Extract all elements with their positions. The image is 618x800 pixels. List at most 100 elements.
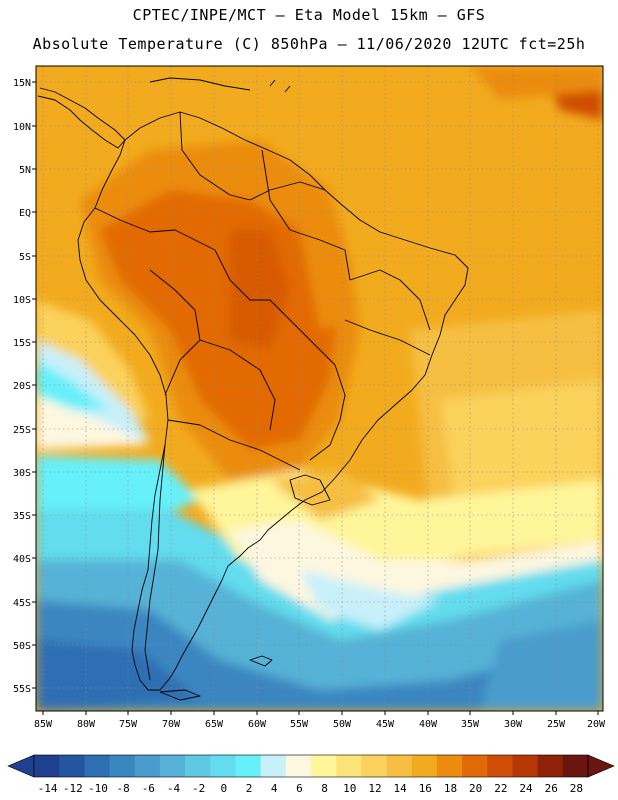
lon-label: 70W — [162, 719, 181, 730]
lat-label: 10S — [13, 295, 31, 306]
colorbar-swatch — [537, 755, 564, 777]
central-america-coast — [37, 87, 126, 149]
latitude-labels: 15N 10N 5N EQ 5S 10S 15S 20S 25S 30S 35S… — [13, 78, 31, 695]
lon-label: 35W — [461, 719, 480, 730]
colorbar-swatch — [260, 755, 287, 777]
lat-label: 10N — [13, 122, 31, 133]
lat-label: 25S — [13, 425, 31, 436]
lon-label: 65W — [205, 719, 224, 730]
colorbar-labels: -14 -12 -10 -8 -6 -4 -2 0 2 4 6 8 10 12 14 16 18 20 22 24 26… — [0, 782, 618, 798]
colorbar-label: 8 — [321, 782, 328, 795]
border-argentina-north — [167, 419, 301, 471]
lat-label: 40S — [13, 554, 31, 565]
longitude-labels: 85W 80W 75W 70W 65W 60W 55W 50W 45W 40W … — [34, 719, 606, 730]
brazil-state-lines-north — [261, 149, 351, 281]
lat-label: 15N — [13, 78, 31, 89]
colorbar-swatch — [436, 755, 463, 777]
lon-label: 45W — [376, 719, 395, 730]
border-peru-bolivia-chile — [149, 269, 201, 396]
colorbar-label: -4 — [166, 782, 181, 795]
colorbar-label: 20 — [469, 782, 483, 795]
colorbar — [7, 754, 615, 778]
colorbar-swatch — [512, 755, 539, 777]
falklands-tierra-del-fuego — [159, 655, 273, 701]
lat-label: 5N — [19, 165, 31, 176]
colorbar-swatch — [109, 755, 136, 777]
colorbar-swatch — [134, 755, 161, 777]
colorbar-swatch — [34, 755, 60, 777]
south-america-coast — [77, 111, 469, 691]
colorbar-swatch — [462, 755, 488, 777]
temperature-field — [36, 66, 603, 711]
colorbar-swatch — [235, 755, 262, 777]
border-bolivia-paraguay — [199, 339, 276, 431]
chart-title-line2: Absolute Temperature (C) 850hPa – 11/06/… — [32, 35, 586, 53]
border-guianas — [249, 181, 326, 201]
colorbar-arrow-low — [7, 754, 35, 778]
colorbar-label: 18 — [443, 782, 458, 795]
caribbean-islands — [149, 77, 251, 91]
colorbar-swatch — [159, 755, 186, 777]
axis-ticks — [32, 81, 599, 715]
border-venezuela-colombia — [179, 111, 251, 201]
lat-label: 50S — [13, 641, 31, 652]
colorbar-swatch — [361, 755, 387, 777]
brazil-state-lines-ne — [349, 269, 431, 331]
colorbar-label: -6 — [141, 782, 155, 795]
chart-title-line1: CPTEC/INPE/MCT – Eta Model 15km – GFS — [132, 6, 486, 24]
lat-label: 15S — [13, 338, 31, 349]
lat-label: 35S — [13, 511, 31, 522]
border-peru-brazil-bolivia — [214, 249, 311, 341]
lat-label: 45S — [13, 598, 31, 609]
colorbar-label: -8 — [116, 782, 130, 795]
colorbar-swatch — [210, 755, 236, 777]
colorbar-label: -10 — [88, 782, 108, 795]
colorbar-label: 6 — [296, 782, 303, 795]
lat-label: 55S — [13, 684, 31, 695]
colorbar-label: -14 — [37, 782, 58, 795]
colorbar-swatch — [411, 755, 438, 777]
lat-label: 30S — [13, 468, 31, 479]
colorbar-label: 28 — [569, 782, 584, 795]
small-islands — [269, 79, 291, 93]
colorbar-frame — [33, 754, 589, 778]
uruguay-outline — [289, 474, 331, 506]
colorbar-label: 14 — [393, 782, 407, 795]
border-colombia-peru — [94, 207, 216, 251]
lon-label: 85W — [34, 719, 53, 730]
brazil-state-lines-east — [344, 319, 431, 356]
lon-label: 40W — [419, 719, 438, 730]
colorbar-swatch — [336, 755, 362, 777]
colorbar-label: -12 — [62, 782, 83, 795]
lon-label: 60W — [248, 719, 267, 730]
border-brazil-states — [309, 339, 346, 461]
colorbar-label: 26 — [544, 782, 558, 795]
lon-label: 30W — [504, 719, 523, 730]
lon-label: 50W — [333, 719, 352, 730]
lon-label: 25W — [547, 719, 566, 730]
colorbar-label: 16 — [418, 782, 432, 795]
colorbar-label: 12 — [368, 782, 382, 795]
colorbar-swatch — [285, 755, 312, 777]
colorbar-swatch — [386, 755, 413, 777]
colorbar-label: 24 — [519, 782, 533, 795]
colorbar-label: -2 — [192, 782, 206, 795]
colorbar-swatch — [185, 755, 211, 777]
lon-label: 80W — [77, 719, 96, 730]
coastlines-borders — [37, 77, 469, 701]
border-chile-argentina — [144, 444, 166, 681]
colorbar-swatch — [311, 755, 337, 777]
colorbar-swatch — [59, 755, 85, 777]
lat-label: 20S — [13, 381, 31, 392]
colorbar-label: 4 — [270, 782, 278, 795]
colorbar-swatch — [84, 755, 110, 777]
colorbar-swatch — [562, 755, 589, 777]
lat-label: EQ — [19, 208, 31, 219]
colorbar-label: 22 — [494, 782, 508, 795]
colorbar-arrow-high — [587, 754, 615, 778]
lat-label: 5S — [19, 252, 31, 263]
colorbar-label: 10 — [343, 782, 357, 795]
colorbar-swatch — [487, 755, 513, 777]
lon-label: 55W — [290, 719, 309, 730]
